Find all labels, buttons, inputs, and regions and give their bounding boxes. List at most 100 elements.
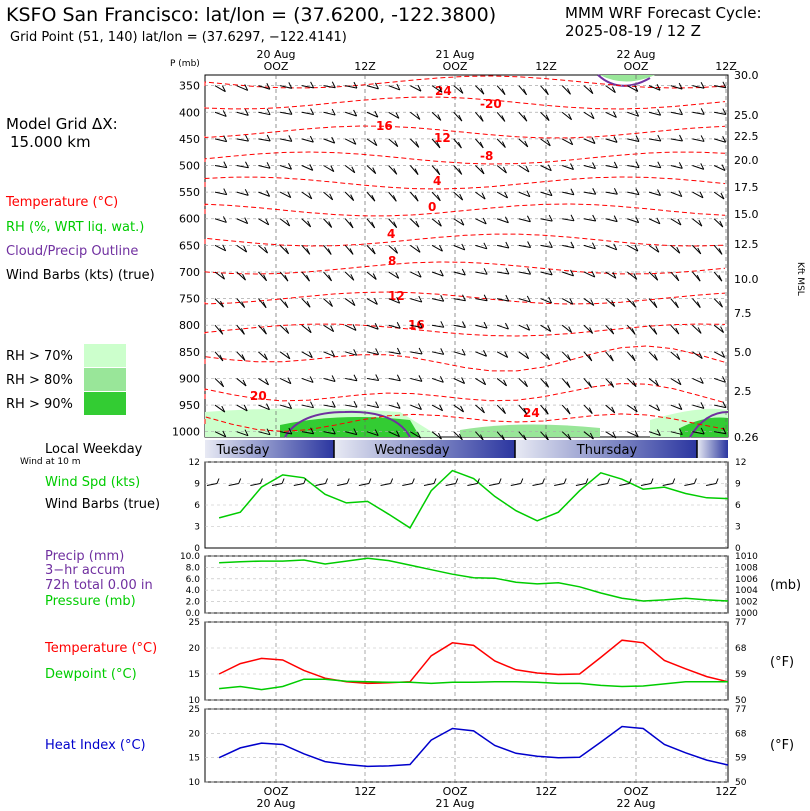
wind-barb bbox=[583, 188, 597, 195]
wind-barb bbox=[648, 244, 660, 253]
wind-barb bbox=[258, 428, 271, 436]
wind-barb bbox=[410, 431, 421, 439]
wind-barb bbox=[409, 111, 421, 120]
wind-barb bbox=[605, 378, 615, 388]
wind-barb bbox=[258, 378, 269, 386]
wind-barb bbox=[323, 108, 336, 116]
heat-index-line bbox=[218, 725, 729, 768]
top-time-label: OOZ bbox=[443, 60, 468, 73]
wind-barb bbox=[648, 429, 661, 436]
wind-barb bbox=[692, 82, 705, 89]
wind-barb bbox=[475, 321, 488, 329]
isotherm-line bbox=[204, 323, 726, 337]
right-tick-label: 1010 bbox=[735, 552, 758, 562]
wind-barb bbox=[410, 403, 422, 410]
wind-barb bbox=[453, 111, 463, 122]
wind-barb bbox=[258, 298, 267, 309]
wind-barb bbox=[258, 83, 271, 90]
wind-barb bbox=[453, 191, 464, 201]
wind-barb bbox=[236, 429, 249, 437]
wind-barb bbox=[366, 401, 380, 409]
wind-barb bbox=[214, 351, 224, 362]
wind-barb bbox=[344, 324, 357, 331]
legend-wind-speed: Wind Spd (kts) bbox=[45, 475, 141, 490]
cloud-outline bbox=[284, 410, 411, 438]
heat-index-unit-label: (°F) bbox=[770, 738, 795, 753]
legend-heat-index: Heat Index (°C) bbox=[45, 738, 146, 753]
model-grid-value: 15.000 km bbox=[10, 133, 91, 151]
wind-barb bbox=[670, 351, 681, 361]
wind-barb bbox=[540, 111, 550, 121]
wind-barb bbox=[626, 378, 637, 388]
left-tick-label: 25 bbox=[189, 705, 200, 715]
wind-barb bbox=[713, 298, 723, 308]
isotherm-label: 12 bbox=[434, 131, 451, 145]
wind-barb bbox=[301, 376, 314, 383]
height-tick-label: 22.5 bbox=[734, 130, 759, 143]
wind-barb bbox=[561, 324, 573, 333]
wind-barb bbox=[214, 271, 226, 280]
temperature-line bbox=[218, 639, 729, 685]
legend-cloud: Cloud/Precip Outline bbox=[6, 244, 139, 259]
wind-barb bbox=[670, 324, 680, 335]
wind-barb bbox=[692, 218, 703, 227]
wind-barb bbox=[540, 324, 552, 332]
wind-barb bbox=[258, 218, 270, 226]
wind-barb bbox=[583, 162, 596, 169]
wind-barb bbox=[670, 298, 679, 309]
wind-barb bbox=[713, 401, 727, 409]
wind-barb bbox=[258, 134, 271, 142]
right-tick-label: 12 bbox=[735, 458, 746, 468]
wind-barb-10m bbox=[380, 478, 394, 486]
wind-barb bbox=[366, 374, 380, 382]
wind-barb bbox=[692, 163, 705, 170]
left-tick-label: 9 bbox=[194, 480, 200, 490]
right-tick-label: 1000 bbox=[735, 609, 758, 619]
wind-barb bbox=[410, 84, 422, 92]
left-tick-label: 6.0 bbox=[186, 575, 201, 585]
wind-barb bbox=[713, 218, 724, 228]
bottom-time-label: 12Z bbox=[535, 785, 557, 798]
wind-barb bbox=[410, 321, 423, 329]
wind-barb bbox=[409, 218, 420, 228]
wind-barb bbox=[301, 351, 313, 359]
weekday-band bbox=[334, 440, 515, 458]
wind-barb bbox=[475, 191, 486, 200]
wind-barb bbox=[692, 135, 705, 142]
weekday-label: Thursday bbox=[576, 443, 638, 458]
wind-barb bbox=[388, 165, 398, 175]
wind-barb bbox=[714, 427, 727, 435]
wind-barb bbox=[496, 165, 507, 174]
isotherm-label: -20 bbox=[480, 97, 502, 111]
left-tick-label: 10 bbox=[189, 778, 201, 788]
pressure-tick-label: 700 bbox=[179, 266, 200, 279]
wind-barb bbox=[388, 321, 401, 329]
wind-barb bbox=[431, 321, 445, 328]
wind-barb bbox=[280, 427, 293, 435]
wind-barb bbox=[323, 400, 336, 408]
wind-barb bbox=[214, 85, 226, 93]
weekday-band bbox=[515, 440, 697, 458]
pressure-tick-label: 400 bbox=[179, 106, 200, 119]
wind-barb-10m bbox=[597, 478, 611, 486]
isotherm-label: 12 bbox=[388, 289, 405, 303]
wind-barb bbox=[236, 351, 246, 361]
wind-barb bbox=[496, 216, 509, 224]
isotherm-line bbox=[204, 233, 726, 247]
wind-barb bbox=[388, 244, 399, 254]
wind-barb bbox=[670, 162, 683, 169]
wind-barb bbox=[648, 351, 658, 361]
wind-barb bbox=[453, 431, 463, 441]
right-tick-label: 59 bbox=[735, 754, 747, 764]
page-title: KSFO San Francisco: lat/lon = (37.6200, … bbox=[6, 4, 497, 26]
wind-barb bbox=[258, 351, 268, 361]
wind-barb bbox=[388, 402, 401, 409]
wind-barb bbox=[648, 189, 661, 196]
wind-barb bbox=[366, 322, 379, 330]
left-tick-label: 8.0 bbox=[186, 563, 201, 573]
isotherm-line bbox=[204, 383, 726, 404]
wind-barb bbox=[236, 271, 246, 281]
wind-barb bbox=[561, 111, 573, 121]
wind-barb bbox=[279, 271, 289, 282]
pressure-tick-label: 750 bbox=[179, 293, 200, 306]
